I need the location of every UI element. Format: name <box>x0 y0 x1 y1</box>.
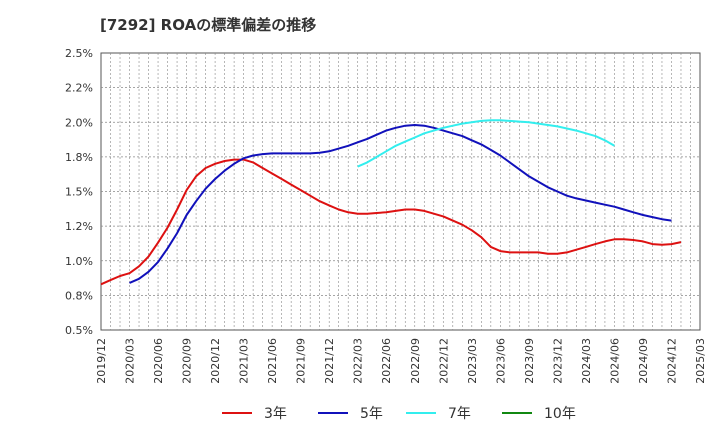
y-tick-label: 1.2% <box>65 220 93 233</box>
legend-label-3: 10年 <box>544 406 576 422</box>
x-tick-label: 2021/06 <box>266 338 279 384</box>
x-tick-label: 2020/09 <box>181 338 194 384</box>
x-tick-label: 2020/06 <box>152 338 165 384</box>
y-tick-label: 1.0% <box>65 255 93 268</box>
x-tick-label: 2021/09 <box>295 338 308 384</box>
x-tick-label: 2023/12 <box>551 338 564 384</box>
series-line-1 <box>129 124 672 284</box>
chart-title: [7292] ROAの標準偏差の推移 <box>100 16 317 34</box>
x-tick-label: 2021/12 <box>323 338 336 384</box>
x-tick-label: 2021/03 <box>238 338 251 384</box>
x-tick-label: 2024/12 <box>665 338 678 384</box>
series-line-2 <box>357 119 615 168</box>
x-tick-label: 2024/09 <box>637 338 650 384</box>
x-tick-label: 2024/03 <box>580 338 593 384</box>
legend-label-0: 3年 <box>264 406 287 422</box>
series-line-0 <box>100 158 682 286</box>
legend-label-2: 7年 <box>448 406 471 422</box>
x-tick-label: 2025/03 <box>694 338 707 384</box>
x-tick-label: 2020/12 <box>209 338 222 384</box>
x-tick-label: 2022/12 <box>437 338 450 384</box>
plot-area <box>100 52 701 331</box>
x-tick-label: 2022/09 <box>409 338 422 384</box>
y-tick-label: 0.5% <box>65 324 93 337</box>
x-tick-label: 2022/06 <box>380 338 393 384</box>
x-tick-label: 2020/03 <box>124 338 137 384</box>
x-tick-label: 2019/12 <box>95 338 108 384</box>
y-tick-label: 2.0% <box>65 116 93 129</box>
y-tick-label: 2.5% <box>65 47 93 60</box>
y-tick-label: 0.8% <box>65 289 93 302</box>
x-tick-label: 2024/06 <box>608 338 621 384</box>
legend-label-1: 5年 <box>360 406 383 422</box>
x-tick-label: 2022/03 <box>352 338 365 384</box>
x-tick-label: 2023/03 <box>466 338 479 384</box>
y-tick-label: 1.5% <box>65 186 93 199</box>
y-tick-label: 2.2% <box>65 82 93 95</box>
x-tick-label: 2023/09 <box>523 338 536 384</box>
x-tick-label: 2023/06 <box>494 338 507 384</box>
y-tick-label: 1.8% <box>65 151 93 164</box>
